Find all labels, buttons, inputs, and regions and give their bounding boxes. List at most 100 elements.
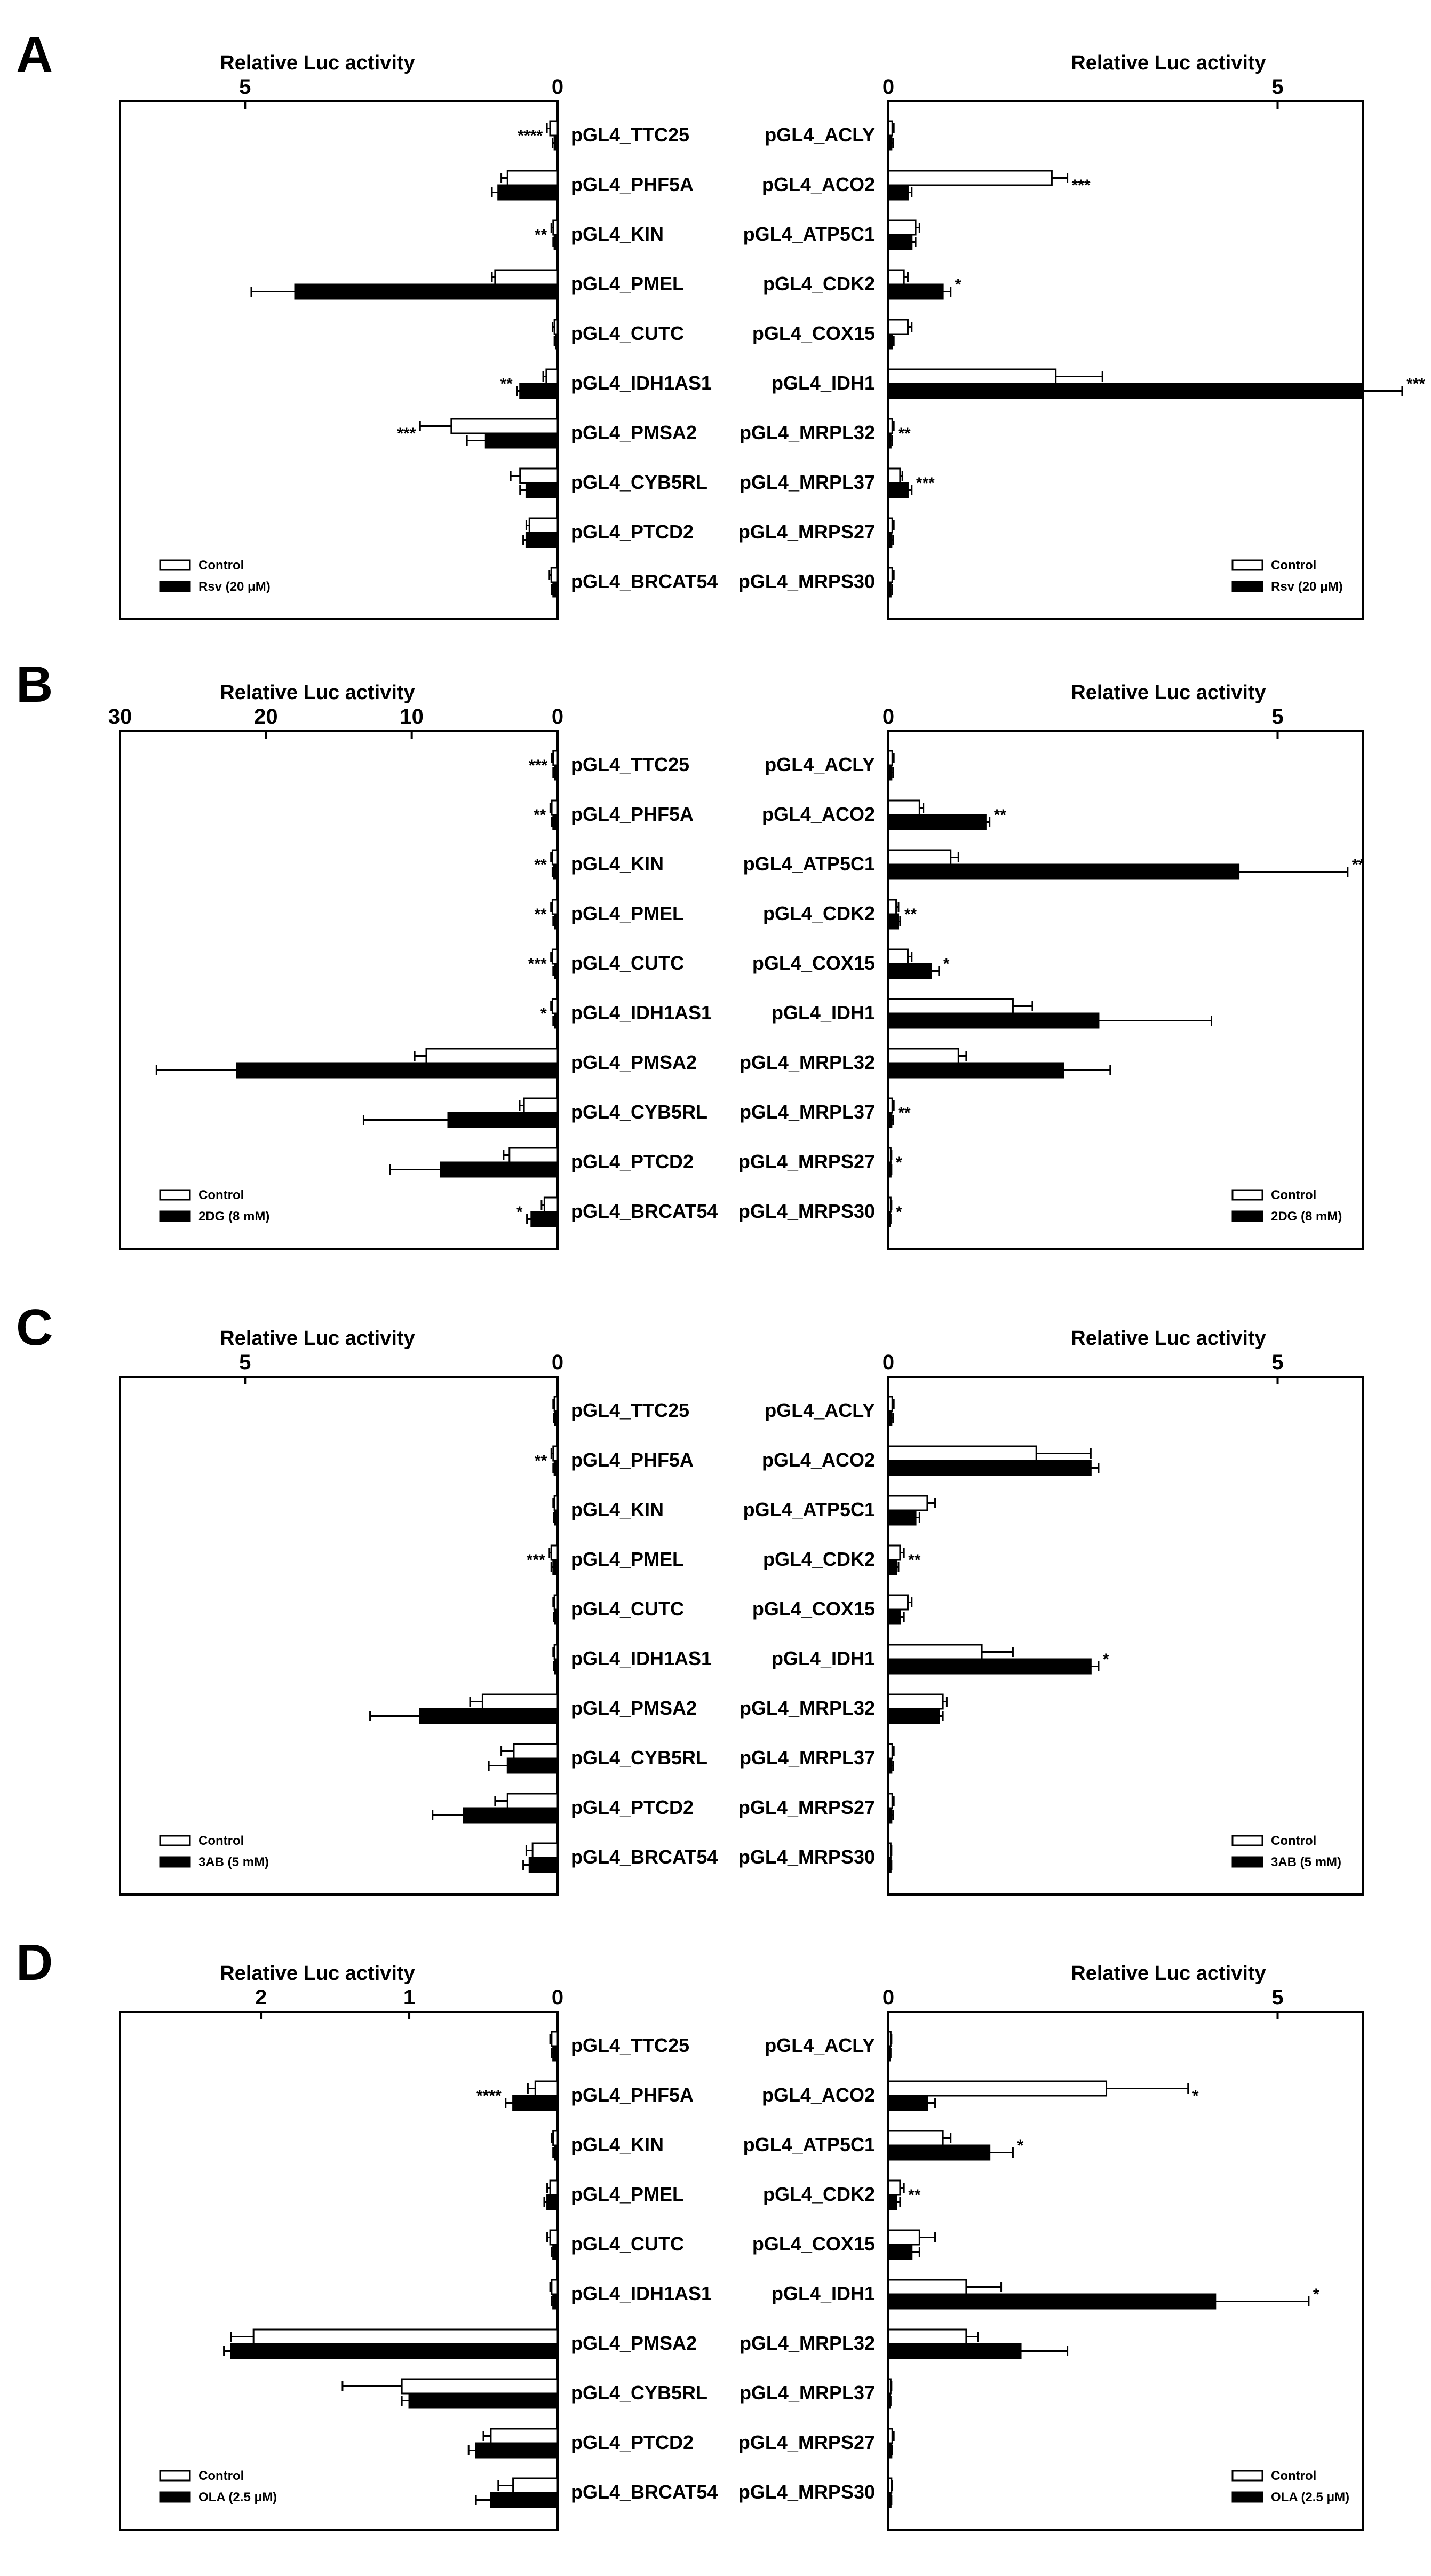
bar-control-left-D-9	[512, 2477, 559, 2494]
legend-swatch-treated-left-A	[159, 581, 191, 592]
bar-control-right-C-0	[887, 1396, 893, 1412]
right-plot-frame-C	[887, 1376, 1364, 1896]
significance-left-A-0: ****	[518, 127, 543, 145]
significance-left-B-0: ***	[529, 757, 547, 774]
bar-treated-left-C-4	[554, 1608, 559, 1625]
legend-swatch-control-right-A	[1231, 559, 1263, 571]
bar-control-right-C-8	[887, 1793, 893, 1809]
left-axis-title-A: Relative Luc activity	[220, 52, 415, 74]
legend-label-treated-right-C: 3AB (5 mM)	[1271, 1855, 1341, 1869]
right-tick-label-C-5: 5	[1271, 1351, 1283, 1374]
left-category-label-D-6: pGL4_PMSA2	[571, 2332, 697, 2354]
right-tick-label-B-0: 0	[883, 705, 894, 728]
left-tick-label-A-0: 0	[552, 75, 563, 99]
bar-treated-right-D-0	[887, 2045, 891, 2062]
bar-treated-right-B-8	[887, 1161, 892, 1178]
legend-label-treated-left-D: OLA (2.5 μM)	[198, 2490, 277, 2504]
significance-left-C-3: ***	[527, 1551, 545, 1569]
bar-control-right-B-4	[887, 948, 909, 965]
right-plot-frame-B	[887, 730, 1364, 1250]
left-category-label-B-6: pGL4_PMSA2	[571, 1051, 697, 1073]
significance-left-D-1: ****	[476, 2087, 502, 2105]
bar-control-right-A-0	[887, 120, 893, 137]
right-category-label-A-5: pGL4_IDH1	[772, 372, 875, 394]
bar-control-right-C-2	[887, 1495, 928, 1511]
left-category-label-B-0: pGL4_TTC25	[571, 754, 689, 775]
bar-control-left-C-6	[481, 1693, 559, 1710]
bar-treated-left-D-1	[512, 2095, 559, 2111]
bar-treated-left-B-6	[236, 1062, 559, 1079]
significance-right-B-7: **	[898, 1104, 911, 1122]
bar-treated-left-D-0	[552, 2045, 559, 2062]
bar-control-right-A-1	[887, 170, 1053, 186]
bar-control-right-C-4	[887, 1594, 909, 1611]
bar-treated-left-D-3	[546, 2194, 559, 2210]
bar-control-left-B-9	[543, 1196, 559, 1213]
bar-treated-right-D-2	[887, 2144, 991, 2161]
bar-treated-left-D-2	[553, 2144, 559, 2161]
left-tick-label-B-0: 0	[552, 705, 563, 728]
significance-right-C-3: **	[908, 1551, 921, 1569]
bar-treated-right-B-6	[887, 1062, 1064, 1079]
left-category-label-C-2: pGL4_KIN	[571, 1499, 664, 1520]
bar-treated-left-C-6	[419, 1708, 559, 1724]
left-category-label-A-7: pGL4_CYB5RL	[571, 471, 707, 493]
legend-swatch-control-right-B	[1231, 1189, 1263, 1201]
right-category-label-C-5: pGL4_IDH1	[772, 1647, 875, 1669]
significance-left-A-6: ***	[397, 425, 416, 442]
bar-treated-right-A-8	[887, 532, 893, 548]
bar-treated-right-B-4	[887, 963, 932, 979]
significance-right-D-5: *	[1313, 2286, 1319, 2303]
right-category-label-D-1: pGL4_ACO2	[762, 2084, 875, 2106]
bar-treated-right-B-2	[887, 863, 1240, 880]
left-category-label-B-5: pGL4_IDH1AS1	[571, 1002, 712, 1024]
bar-control-right-A-3	[887, 269, 905, 286]
bar-control-right-B-6	[887, 1048, 959, 1064]
legend-swatch-treated-left-D	[159, 2491, 191, 2503]
bar-control-right-A-8	[887, 517, 893, 534]
bar-treated-right-D-3	[887, 2194, 897, 2210]
bar-treated-left-B-3	[554, 913, 559, 930]
left-category-label-A-6: pGL4_PMSA2	[571, 422, 697, 443]
bar-control-left-B-4	[551, 948, 559, 965]
bar-treated-right-D-1	[887, 2095, 928, 2111]
left-tick-label-D-2: 2	[255, 1986, 267, 2009]
bar-control-left-A-9	[550, 567, 559, 583]
bar-control-right-D-8	[887, 2428, 893, 2444]
legend-label-treated-right-A: Rsv (20 μM)	[1271, 580, 1343, 594]
bar-treated-right-C-3	[887, 1559, 897, 1575]
left-plot-frame-B	[119, 730, 559, 1250]
bar-control-left-C-9	[531, 1842, 559, 1859]
left-plot-frame-C	[119, 1376, 559, 1896]
bar-control-left-A-8	[528, 517, 559, 534]
bar-treated-right-D-4	[887, 2244, 913, 2260]
legend-label-control-right-D: Control	[1271, 2469, 1316, 2483]
left-category-label-B-4: pGL4_CUTC	[571, 952, 684, 974]
left-axis-title-B: Relative Luc activity	[220, 681, 415, 704]
right-category-label-A-6: pGL4_MRPL32	[740, 422, 875, 443]
bar-control-right-B-8	[887, 1147, 892, 1163]
legend-swatch-treated-left-B	[159, 1210, 191, 1222]
bar-control-right-B-2	[887, 849, 952, 866]
significance-left-B-1: **	[534, 806, 546, 824]
bar-treated-left-B-2	[553, 863, 559, 880]
bar-control-left-D-4	[549, 2229, 559, 2246]
bar-treated-left-D-7	[408, 2392, 559, 2409]
left-category-label-D-8: pGL4_PTCD2	[571, 2431, 694, 2453]
bar-treated-right-B-9	[887, 1211, 891, 1227]
bar-treated-right-B-7	[887, 1112, 893, 1128]
bar-control-right-C-1	[887, 1445, 1037, 1462]
bar-treated-left-B-5	[554, 1012, 559, 1029]
right-tick-label-A-5: 5	[1271, 75, 1283, 99]
right-category-label-D-4: pGL4_COX15	[752, 2233, 875, 2255]
bar-treated-left-D-9	[490, 2492, 559, 2508]
left-category-label-A-3: pGL4_PMEL	[571, 273, 684, 295]
right-category-label-B-3: pGL4_CDK2	[763, 902, 875, 924]
bar-control-left-C-1	[552, 1445, 559, 1462]
panel-letter-B: B	[16, 656, 53, 713]
bar-treated-left-A-7	[525, 482, 559, 498]
left-category-label-A-2: pGL4_KIN	[571, 223, 664, 245]
legend-label-treated-left-A: Rsv (20 μM)	[198, 580, 271, 594]
legend-label-treated-right-D: OLA (2.5 μM)	[1271, 2490, 1349, 2504]
bar-treated-right-C-8	[887, 1807, 893, 1824]
